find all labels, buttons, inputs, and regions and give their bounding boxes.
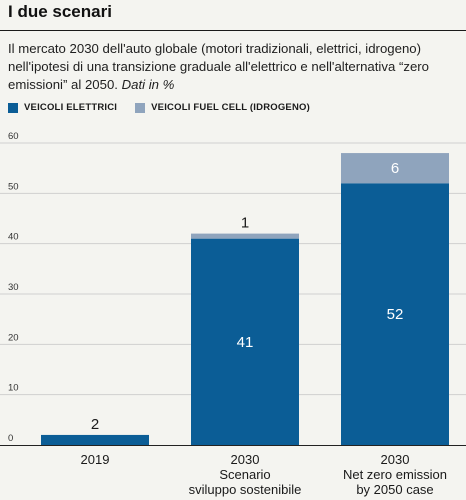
data-label-fuelcell: 6: [391, 160, 399, 177]
category-label: 2030: [231, 452, 260, 467]
y-tick-label: 10: [8, 383, 19, 394]
category-label: 2019: [81, 452, 110, 467]
bar-electric: [341, 183, 449, 445]
legend-item-fuelcell: VEICOLI FUEL CELL (IDROGENO): [135, 102, 310, 113]
category-label: Scenario: [219, 467, 270, 482]
chart-title: I due scenari: [8, 2, 112, 21]
y-tick-label: 40: [8, 232, 19, 243]
legend-swatch-fuelcell: [135, 102, 146, 113]
legend-label-electric: VEICOLI ELETTRICI: [24, 102, 118, 113]
category-label: sviluppo sostenibile: [189, 482, 302, 497]
category-label: by 2050 case: [356, 482, 433, 497]
y-tick-label: 30: [8, 282, 19, 293]
y-tick-label: 60: [8, 131, 19, 142]
bar-electric: [41, 434, 149, 445]
bar-fuelcell: [191, 233, 299, 239]
y-tick-label: 20: [8, 332, 19, 343]
description-text: Il mercato 2030 dell'auto globale (motor…: [8, 41, 430, 92]
legend-label-fuelcell: VEICOLI FUEL CELL (IDROGENO): [151, 102, 310, 113]
data-label-fuelcell: 1: [241, 215, 249, 232]
data-label-electric: 41: [237, 334, 254, 351]
y-tick-label: 50: [8, 181, 19, 192]
title-rule: [0, 30, 466, 31]
category-label: 2030: [381, 452, 410, 467]
chart-description: Il mercato 2030 dell'auto globale (motor…: [8, 40, 460, 94]
category-label: Net zero emission: [343, 467, 447, 482]
data-label-electric: 52: [387, 306, 404, 323]
legend-item-electric: VEICOLI ELETTRICI: [8, 102, 117, 113]
bar-fuelcell: [341, 153, 449, 184]
y-tick-label: 0: [8, 433, 13, 444]
data-label-electric: 2: [91, 416, 99, 433]
unit-note: Dati in %: [121, 77, 175, 92]
legend: VEICOLI ELETTRICI VEICOLI FUEL CELL (IDR…: [8, 102, 328, 113]
legend-swatch-electric: [8, 102, 18, 113]
bar-electric: [191, 238, 299, 445]
